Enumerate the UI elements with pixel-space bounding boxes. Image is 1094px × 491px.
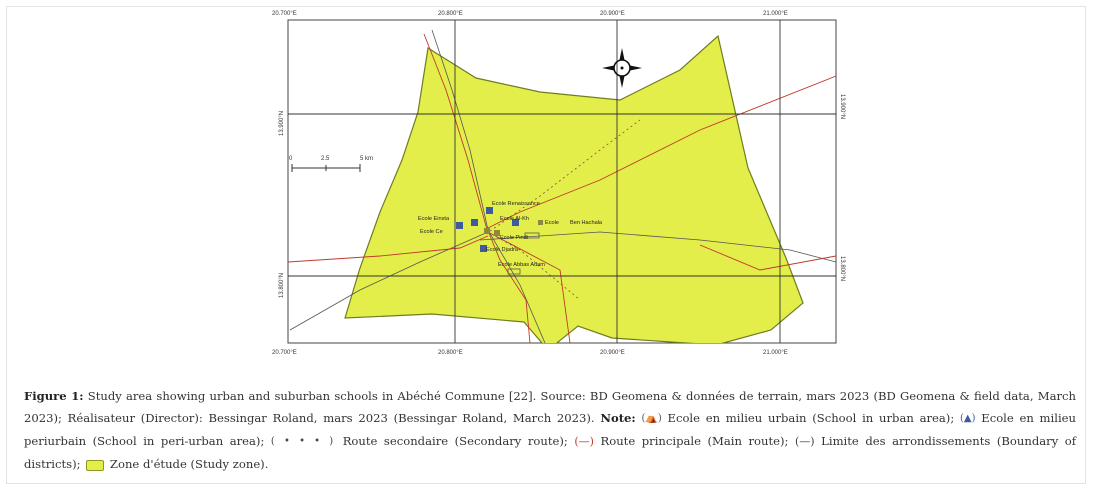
- graticule-labels-top: 20.700°E 20.800°E 20.900°E 21.000°E: [272, 11, 788, 17]
- district-boundary-icon: (—): [795, 435, 815, 448]
- school-marker-urban: [538, 220, 543, 225]
- school-label: Ecole Abbas Adam: [498, 262, 545, 268]
- school-marker-peri-urban: [471, 219, 478, 226]
- map-svg: Ecole Renaissance Ecole Einsta Ecole Al-…: [272, 11, 845, 356]
- scale-label: 2.5: [321, 156, 330, 162]
- graticule-label: 21.000°E: [763, 350, 788, 356]
- graticule-label: 20.700°E: [272, 350, 297, 356]
- legend-text: Ecole en milieu periurbain (School in pe…: [24, 411, 1077, 448]
- scale-label: 5 km: [360, 156, 373, 162]
- graticule-label: 20.800°E: [438, 11, 463, 17]
- peri-urban-school-icon: (▲): [959, 413, 976, 424]
- legend-text: Zone d'étude (Study zone).: [109, 457, 269, 471]
- school-marker-peri-urban: [512, 219, 519, 226]
- main-routes: [288, 33, 836, 343]
- graticule-label: 13.800°N: [839, 256, 845, 281]
- school-label: Ecole Renaissance: [492, 201, 540, 207]
- graticule-label: 20.800°E: [438, 350, 463, 356]
- north-arrow-icon: [602, 48, 642, 88]
- school-label: Ecole Einsta: [418, 216, 450, 222]
- school-label: Ecole Djadra: [486, 247, 519, 253]
- legend-text: Route secondaire (Secondary route);: [342, 434, 568, 448]
- school-marker-urban: [507, 268, 521, 275]
- school-marker-peri-urban: [486, 207, 493, 214]
- legend-text: Route principale (Main route);: [600, 434, 789, 448]
- legend-text: Ecole en milieu urbain (School in urban …: [667, 411, 955, 425]
- graticule-label: 13.900°N: [839, 94, 845, 119]
- school-label: Ecole Pindi: [500, 235, 528, 241]
- school-markers: [456, 207, 543, 275]
- figure-caption: Figure 1: Study area showing urban and s…: [24, 385, 1076, 475]
- school-label: Ben Hachala: [570, 220, 603, 226]
- school-marker-urban: [484, 228, 490, 234]
- school-label: Ecole Al-Kh: [500, 216, 529, 222]
- secondary-route-icon: ( • • • ): [270, 436, 337, 447]
- main-route-icon: (—): [574, 435, 594, 448]
- note-label: Note:: [600, 411, 636, 425]
- school-labels: Ecole Renaissance Ecole Einsta Ecole Al-…: [418, 201, 603, 268]
- graticule-lines: [288, 20, 836, 343]
- figure-label: Figure 1:: [24, 389, 84, 403]
- map-figure: Ecole Renaissance Ecole Einsta Ecole Al-…: [272, 11, 845, 356]
- graticule-label: 20.900°E: [600, 350, 625, 356]
- graticule-label: 20.900°E: [600, 11, 625, 17]
- graticule-label: 13.800°N: [279, 273, 285, 298]
- school-marker-peri-urban: [456, 222, 463, 229]
- school-marker-urban: [524, 232, 540, 239]
- urban-school-icon: (⛺): [641, 413, 662, 424]
- graticule-label: 21.000°E: [763, 11, 788, 17]
- legend-text: Limite des arrondissements (Boundary of …: [24, 434, 1077, 471]
- graticule-label: 20.700°E: [272, 11, 297, 17]
- school-label: Ecole Ce: [420, 229, 443, 235]
- school-marker-urban: [494, 230, 500, 236]
- secondary-routes: [485, 119, 641, 301]
- scale-label: 0: [289, 156, 293, 162]
- graticule-labels-bottom: 20.700°E 20.800°E 20.900°E 21.000°E: [272, 350, 788, 356]
- school-marker-peri-urban: [480, 245, 487, 252]
- study-zone-polygon: [344, 34, 804, 343]
- caption-text: Study area showing urban and suburban sc…: [24, 389, 1077, 425]
- graticule-label: 13.900°N: [279, 111, 285, 136]
- scale-bar: 0 2.5 5 km: [289, 156, 373, 172]
- study-zone-icon: [86, 459, 105, 471]
- school-label: Ecole: [545, 220, 559, 226]
